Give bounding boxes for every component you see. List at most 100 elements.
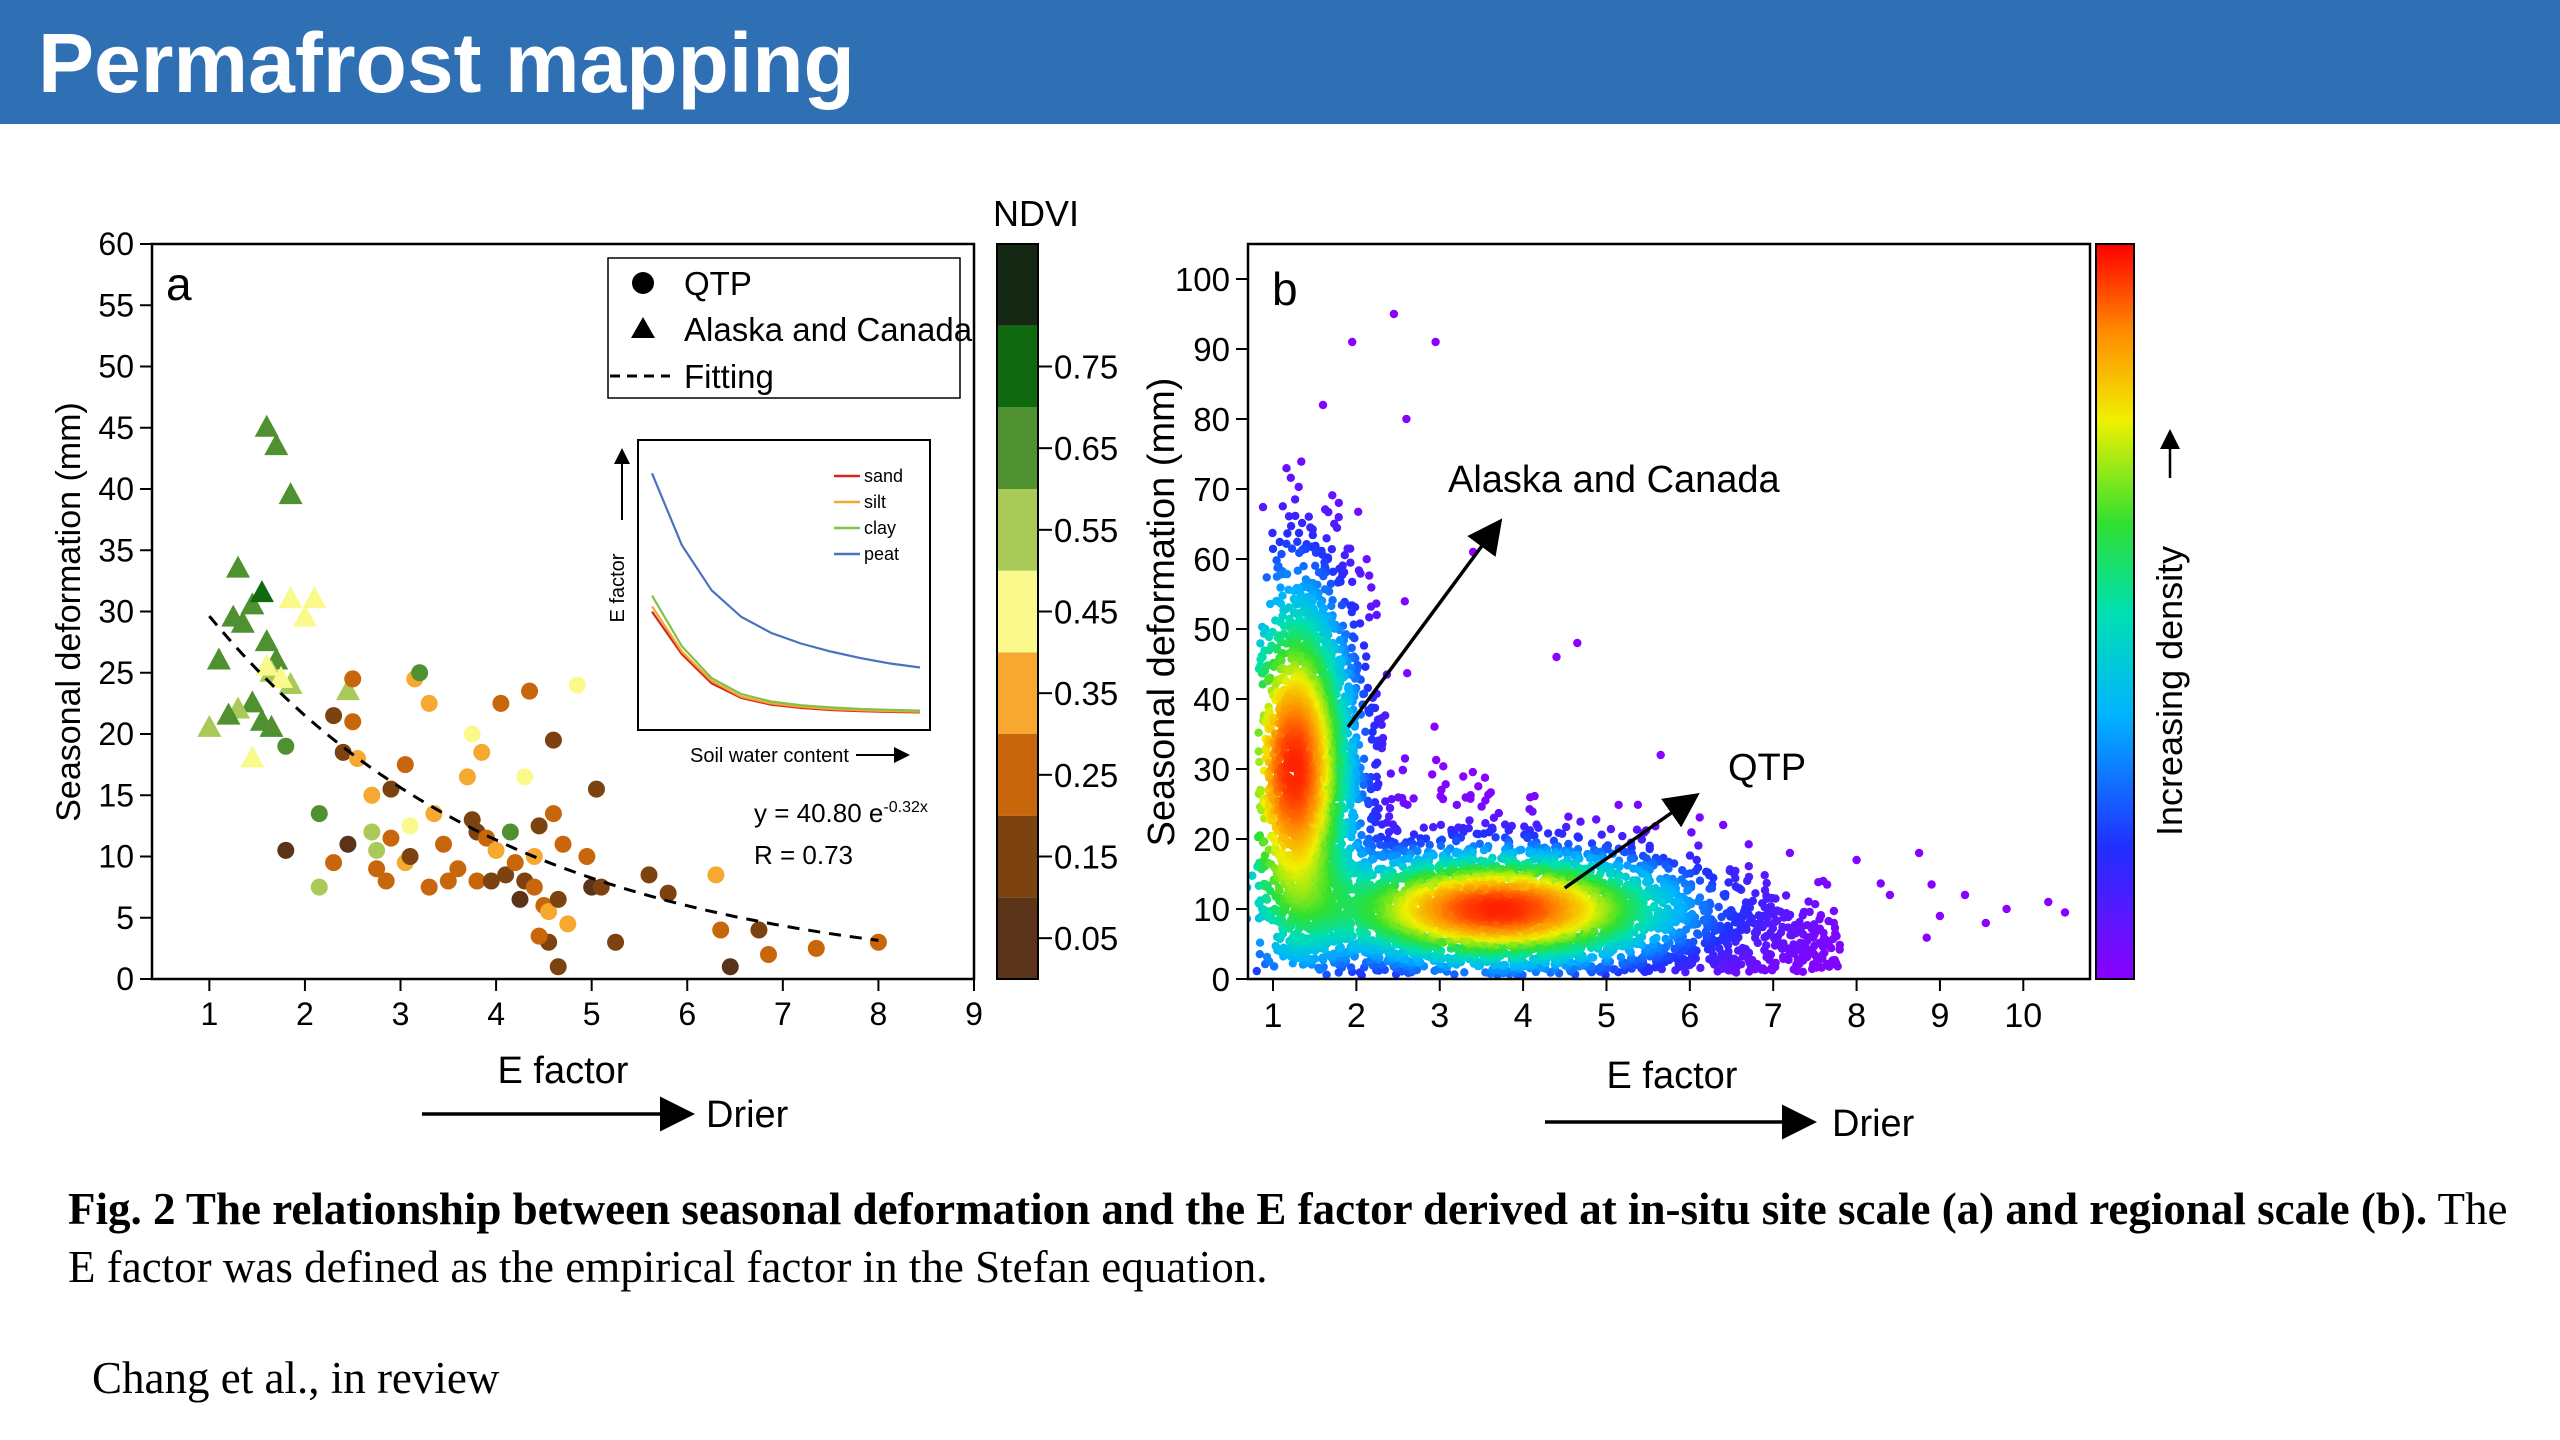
density-point — [1685, 851, 1695, 860]
density-point — [1311, 548, 1321, 557]
colorbar-bin — [997, 489, 1038, 571]
density-point — [1405, 854, 1414, 863]
density-point — [1239, 892, 1247, 900]
density-point — [1330, 519, 1339, 528]
density-point — [1829, 906, 1839, 916]
circle-point — [659, 884, 677, 902]
density-point — [1400, 754, 1410, 763]
density-point — [1343, 544, 1352, 553]
circle-point — [277, 841, 295, 859]
density-point — [1218, 942, 1226, 950]
density-point — [1744, 862, 1754, 871]
density-point — [1606, 824, 1616, 834]
circle-point — [530, 927, 548, 945]
density-point — [1314, 963, 1323, 972]
density-point — [1282, 464, 1291, 473]
density-point — [1294, 482, 1303, 492]
density-point — [1384, 827, 1394, 837]
density-point — [1344, 684, 1353, 693]
density-point — [1450, 970, 1459, 979]
density-point — [1451, 849, 1461, 858]
density-point — [1371, 760, 1380, 769]
density-point — [1262, 573, 1271, 582]
density-point — [1278, 611, 1287, 621]
density-point — [1377, 820, 1387, 829]
density-point — [1705, 871, 1714, 880]
density-point — [1426, 863, 1435, 872]
density-point — [1318, 629, 1328, 638]
inset-x-label: Soil water content — [690, 745, 849, 767]
density-point — [1386, 769, 1396, 778]
density-point — [1340, 551, 1350, 560]
density-point — [1362, 838, 1372, 847]
inset-frame — [637, 439, 931, 731]
density-point — [1425, 840, 1434, 850]
triangle-point — [278, 672, 303, 694]
circle-point — [554, 835, 572, 853]
density-point — [1278, 591, 1287, 600]
density-point — [1398, 765, 1407, 775]
equation-r-value: R = 0.73 — [754, 840, 853, 870]
density-point — [1814, 878, 1823, 887]
density-point — [1276, 583, 1285, 592]
density-point — [1452, 800, 1462, 810]
density-point — [1399, 798, 1409, 808]
circle-point — [760, 946, 777, 963]
circle-point — [325, 707, 343, 725]
density-point — [1474, 782, 1483, 791]
density-point — [1699, 915, 1709, 925]
density-point — [1770, 917, 1779, 927]
density-point — [1311, 561, 1320, 570]
x-tick-label: 5 — [583, 996, 601, 1032]
density-point — [1394, 793, 1403, 802]
density-point — [1885, 890, 1895, 900]
density-point — [1744, 840, 1753, 849]
density-point — [1291, 600, 1301, 609]
density-point — [1452, 837, 1461, 846]
density-point — [1431, 337, 1440, 347]
circle-point — [344, 713, 362, 731]
density-point — [1981, 918, 1991, 928]
inset-lines — [650, 472, 921, 714]
density-point — [1724, 878, 1733, 887]
density-point — [1372, 742, 1382, 751]
density-point — [1443, 953, 1453, 963]
x-tick-label: 3 — [392, 996, 410, 1032]
density-point — [1664, 864, 1673, 873]
density-point — [1616, 953, 1626, 962]
density-point — [1308, 530, 1318, 540]
density-point — [1698, 902, 1708, 912]
density-point — [1796, 938, 1805, 947]
circle-point — [277, 737, 295, 755]
density-point — [1255, 757, 1264, 767]
density-point — [1322, 534, 1331, 543]
density-point — [1645, 844, 1654, 854]
density-point — [1252, 966, 1262, 976]
circle-point — [310, 805, 328, 823]
circle-point — [339, 835, 357, 853]
circle-point — [592, 878, 610, 896]
density-point — [1348, 577, 1357, 587]
panel-a-legend: QTP Alaska and Canada Fitting — [607, 257, 973, 399]
density-point — [1481, 968, 1490, 977]
density-point — [1614, 800, 1623, 810]
density-point — [1365, 571, 1374, 580]
density-point — [1258, 652, 1267, 662]
y-tick-label: 0 — [116, 961, 134, 997]
density-point — [1693, 929, 1702, 938]
density-point — [1717, 912, 1726, 922]
circle-point — [540, 903, 558, 921]
y-tick-label: 55 — [98, 287, 134, 323]
density-point — [1282, 569, 1292, 579]
circle-point — [377, 872, 395, 890]
density-point — [1432, 755, 1441, 765]
density-point — [1346, 963, 1356, 972]
density-point — [1620, 847, 1630, 857]
circle-point — [478, 829, 496, 847]
density-point — [1327, 545, 1337, 554]
density-point — [1289, 586, 1299, 596]
colorbar-bins — [997, 244, 1038, 979]
density-point — [1481, 796, 1490, 805]
circle-point — [516, 768, 534, 786]
density-point — [1349, 620, 1359, 629]
